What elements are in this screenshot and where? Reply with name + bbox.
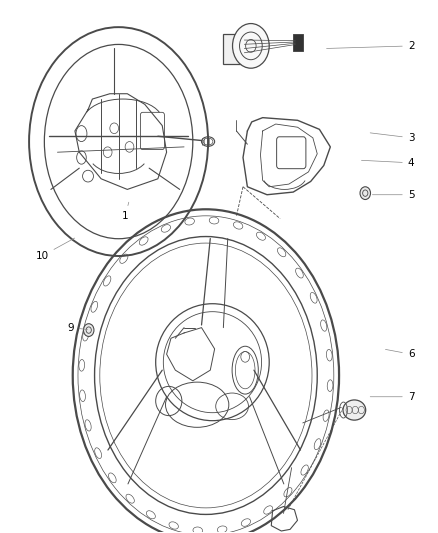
Text: 3: 3: [370, 133, 414, 143]
Circle shape: [84, 324, 94, 336]
Ellipse shape: [343, 400, 366, 420]
Text: 2: 2: [327, 41, 414, 51]
Text: 4: 4: [361, 158, 414, 168]
Text: 6: 6: [385, 349, 414, 359]
Text: 10: 10: [35, 238, 74, 261]
Text: 1: 1: [122, 202, 129, 221]
Text: 5: 5: [372, 190, 414, 200]
Text: 7: 7: [370, 392, 414, 402]
Text: 9: 9: [67, 322, 88, 333]
FancyBboxPatch shape: [293, 34, 303, 51]
Circle shape: [233, 23, 269, 68]
FancyBboxPatch shape: [223, 34, 244, 64]
Circle shape: [360, 187, 371, 199]
